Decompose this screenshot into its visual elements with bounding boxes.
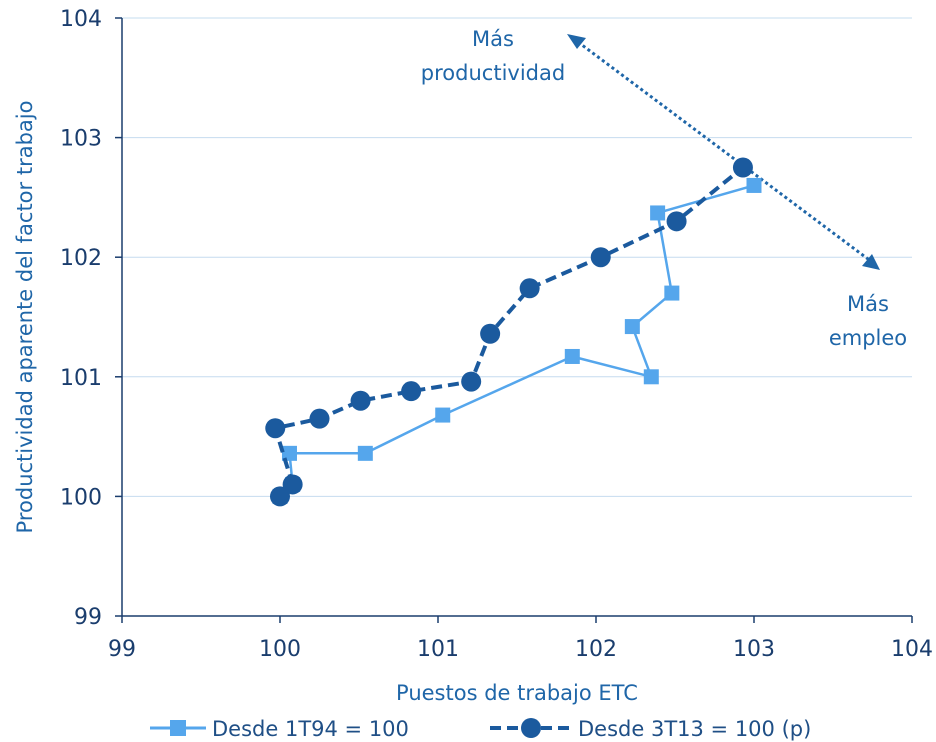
annotation-mas-productividad-2: productividad [421, 61, 565, 85]
series-line [273, 165, 745, 498]
y-tick-label: 102 [60, 246, 102, 271]
legend-label-3t13: Desde 3T13 = 100 (p) [578, 717, 811, 741]
annotation-mas-empleo-2: empleo [829, 326, 907, 350]
legend: Desde 1T94 = 100 Desde 3T13 = 100 (p) [150, 717, 811, 741]
series-3t13 [265, 157, 753, 507]
data-point-circle [265, 418, 286, 439]
annotation-mas-productividad-1: Más [472, 27, 514, 51]
series-line [279, 184, 755, 498]
tick-labels: 99 100 101 102 103 104 99 100 101 102 103 104 [60, 7, 933, 662]
data-point-circle [732, 157, 753, 178]
arrowhead-down-right [862, 254, 880, 270]
x-axis-title: Puestos de trabajo ETC [396, 681, 638, 705]
x-tick-label: 104 [891, 637, 933, 662]
data-point-circle [350, 390, 371, 411]
data-point-square [664, 285, 680, 301]
axes [121, 18, 912, 617]
arrowhead-up-left [567, 34, 586, 49]
data-point-square [564, 348, 580, 364]
y-tick-label: 101 [60, 366, 102, 391]
x-tick-label: 99 [108, 637, 136, 662]
gridlines [122, 17, 912, 497]
x-tick-label: 100 [259, 637, 301, 662]
series-layer [265, 157, 762, 507]
y-tick-label: 100 [60, 485, 102, 510]
direction-arrow [567, 34, 880, 270]
annotation-mas-empleo-1: Más [847, 292, 889, 316]
legend-swatch-square-marker [170, 720, 186, 736]
x-tick-label: 102 [575, 637, 617, 662]
x-tick-label: 101 [417, 637, 459, 662]
data-point-circle [401, 381, 422, 402]
data-point-square [281, 445, 297, 461]
data-point-circle [519, 278, 540, 299]
data-point-circle [270, 486, 290, 507]
data-point-circle [480, 323, 501, 344]
y-axis-title: Productividad aparente del factor trabaj… [13, 101, 37, 534]
data-point-circle [309, 408, 330, 429]
y-tick-label: 104 [60, 7, 102, 32]
legend-swatch-circle-marker [521, 718, 541, 738]
data-point-square [746, 177, 762, 193]
data-point-square [650, 205, 666, 221]
data-point-circle [282, 474, 303, 495]
data-point-square [357, 445, 373, 461]
y-tick-label: 99 [74, 605, 102, 630]
legend-label-1t94: Desde 1T94 = 100 [212, 717, 409, 741]
direction-arrow-line [577, 40, 873, 264]
data-point-circle [590, 247, 611, 268]
x-tick-label: 103 [733, 637, 775, 662]
data-point-square [643, 369, 659, 385]
series-1t94 [272, 177, 762, 504]
y-tick-label: 103 [60, 127, 102, 152]
data-point-square [624, 319, 640, 335]
data-point-square [435, 407, 451, 423]
data-point-circle [666, 211, 687, 232]
data-point-circle [461, 371, 482, 392]
